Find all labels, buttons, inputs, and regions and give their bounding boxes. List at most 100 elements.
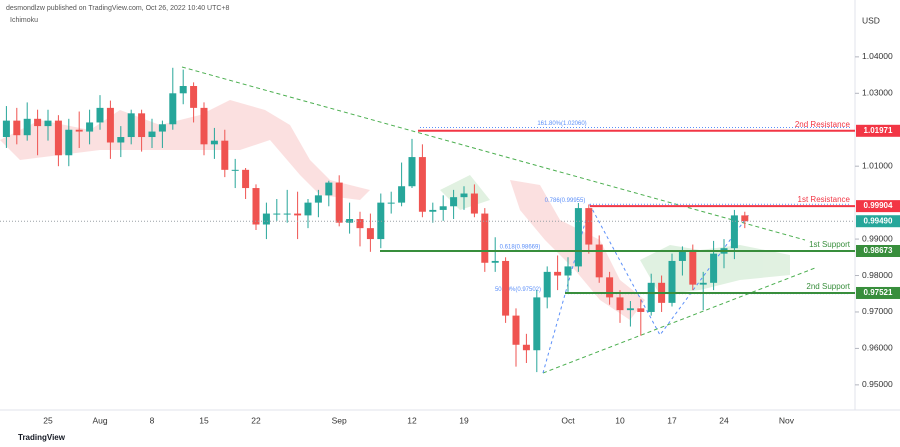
y-tick-label: 1.03000 [862, 88, 893, 98]
candle-body [283, 213, 291, 215]
candle-body [2, 120, 10, 138]
price-label: 1.01971 [864, 126, 893, 135]
y-tick-label: 0.99000 [862, 233, 893, 243]
candle-body [335, 182, 343, 223]
footer-logo: TradingView [18, 433, 66, 442]
x-tick-label: Aug [92, 415, 107, 425]
candle-body [429, 209, 437, 212]
candle-body [366, 228, 374, 240]
price-box [856, 200, 900, 213]
price-label: 0.99490 [864, 216, 893, 225]
candle-body [252, 188, 260, 225]
candle-body [647, 282, 655, 312]
candle-body [127, 113, 135, 138]
candle-body [294, 213, 302, 216]
candle-body [179, 86, 187, 94]
price-label: 0.97521 [864, 288, 893, 297]
candle-body [710, 253, 718, 283]
candle-body [273, 213, 281, 215]
candle-body [543, 271, 551, 298]
fib-label: 0.786(0.99955) [545, 198, 586, 204]
candle-body [512, 315, 520, 345]
candle-body [606, 277, 614, 298]
candle-body [616, 297, 624, 311]
y-tick-label: 0.97000 [862, 306, 893, 316]
trend-lines [181, 66, 816, 374]
price-box [856, 286, 900, 299]
candle-body [356, 219, 364, 229]
candle-body [730, 215, 738, 249]
x-tick-label: 17 [667, 415, 677, 425]
candle-body [117, 137, 125, 143]
candle-body [138, 113, 146, 138]
candle-body [626, 308, 634, 311]
indicator-name: Ichimoku [10, 17, 38, 24]
price-label: 0.98673 [864, 246, 893, 255]
candle-body [221, 140, 229, 170]
candle-body [210, 140, 218, 145]
x-tick-label: Oct [561, 415, 575, 425]
candle-body [554, 271, 562, 276]
x-tick-label: 19 [459, 415, 469, 425]
price-box [856, 124, 900, 137]
level-name: 1st Support [809, 240, 851, 249]
candle-body [304, 202, 312, 216]
candle-body [346, 219, 354, 223]
candle-body [522, 344, 530, 351]
x-tick-label: Sep [332, 415, 347, 425]
candle-body [158, 124, 166, 132]
candle-body [75, 129, 83, 132]
fib-label: 0.618(0.98669) [500, 245, 541, 251]
candle-body [637, 308, 645, 312]
candle-body [96, 107, 104, 123]
candle-body [564, 266, 572, 276]
candle-body [13, 120, 21, 136]
candle-body [34, 118, 42, 127]
x-tick-label: 24 [719, 415, 729, 425]
y-tick-label: 1.04000 [862, 51, 893, 61]
price-box [856, 244, 900, 257]
x-tick-label: 8 [150, 415, 155, 425]
candle-body [231, 169, 239, 171]
candle-body [314, 195, 322, 203]
candle-body [44, 120, 52, 127]
candle-body [190, 86, 198, 108]
candle-body [106, 107, 114, 143]
level-name: 2nd Resistance [795, 120, 851, 129]
candle-body [699, 282, 707, 285]
y-tick-label: 0.98000 [862, 270, 893, 280]
candle-body [262, 213, 270, 225]
x-tick-label: 12 [407, 415, 417, 425]
candle-body [502, 260, 510, 316]
candle-body [418, 157, 426, 212]
candle-body [200, 107, 208, 145]
candle-body [460, 193, 468, 198]
candle-body [65, 129, 73, 156]
candle-body [533, 297, 541, 351]
candle-body [86, 122, 94, 132]
currency: USD [862, 15, 880, 25]
candle-body [408, 157, 416, 187]
price-label: 0.99904 [864, 201, 893, 210]
candle-body [574, 208, 582, 267]
x-tick-label: 15 [199, 415, 209, 425]
candle-body [242, 169, 250, 189]
level-name: 2nd Support [806, 282, 850, 291]
candle-body [148, 131, 156, 138]
candle-body [585, 208, 593, 245]
x-tick-label: Nov [779, 415, 795, 425]
candle-body [450, 197, 458, 207]
candle-body [377, 202, 385, 240]
candle-body [741, 215, 749, 222]
fib-label: 161.80%(1.02060) [537, 121, 586, 127]
x-tick-label: 25 [43, 415, 53, 425]
trend-line [181, 66, 806, 241]
level-name: 1st Resistance [798, 195, 851, 204]
candle-body [470, 193, 478, 214]
x-tick-label: 22 [251, 415, 261, 425]
candle-body [668, 260, 676, 303]
candle-body [678, 250, 686, 261]
candle-body [481, 213, 489, 263]
